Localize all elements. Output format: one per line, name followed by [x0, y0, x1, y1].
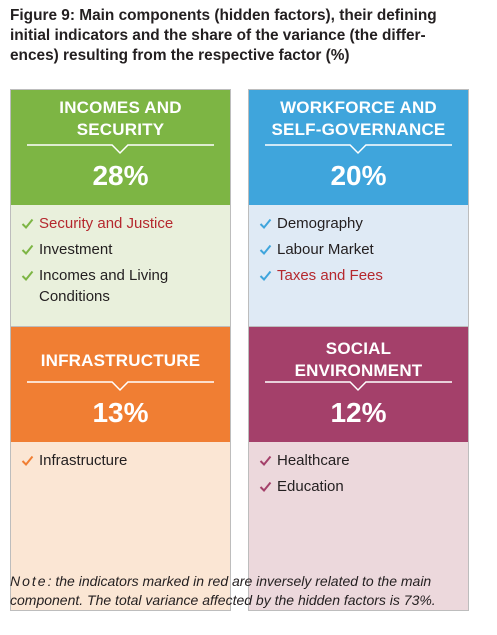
- indicator-label: Education: [277, 478, 344, 495]
- indicator-item: Demography: [259, 213, 458, 234]
- indicator-list: Healthcare Education: [259, 450, 458, 497]
- component-name-line: SOCIAL: [325, 339, 392, 358]
- component-header: INCOMES AND SECURITY 28%: [11, 90, 230, 205]
- component-name: INCOMES AND SECURITY: [11, 97, 230, 141]
- check-icon: [21, 214, 35, 229]
- component-name-line: WORKFORCE AND: [280, 98, 437, 117]
- indicator-list: Infrastructure: [21, 450, 220, 471]
- check-icon: [259, 240, 273, 255]
- figure-title-line: initial indicators and the share of the …: [10, 27, 426, 44]
- component-name-line: ENVIRONMENT: [294, 361, 423, 380]
- component-name: WORKFORCE AND SELF-GOVERNANCE: [249, 97, 468, 141]
- indicator-panel: Healthcare Education: [249, 442, 468, 610]
- indicator-label: Infrastructure: [39, 452, 128, 469]
- indicator-label: Demography: [277, 215, 363, 232]
- figure-title-line: Figure 9: Main components (hidden factor…: [10, 7, 437, 24]
- indicator-item: Healthcare: [259, 450, 458, 471]
- indicator-label: Incomes and Living Conditions: [39, 267, 169, 305]
- indicator-panel: Infrastructure: [11, 442, 230, 610]
- component-card-infrastructure: INFRASTRUCTURE 13% Infrastructure: [10, 326, 231, 611]
- component-name-line: SELF-GOVERNANCE: [271, 120, 446, 139]
- component-name-line: INFRASTRUCTURE: [40, 351, 201, 370]
- check-icon: [259, 451, 273, 466]
- variance-share: 28%: [92, 160, 149, 191]
- component-header: WORKFORCE AND SELF-GOVERNANCE 20%: [249, 90, 468, 205]
- indicator-label: Taxes and Fees: [277, 267, 383, 284]
- component-header: INFRASTRUCTURE 13%: [11, 327, 230, 442]
- indicator-label: Healthcare: [277, 452, 350, 469]
- component-name-line: INCOMES AND: [59, 98, 182, 117]
- indicator-label: Security and Justice: [39, 215, 174, 232]
- indicator-label: Labour Market: [277, 241, 374, 258]
- component-name: INFRASTRUCTURE: [11, 350, 230, 372]
- check-icon: [259, 266, 273, 281]
- indicator-item: Education: [259, 476, 458, 497]
- figure-title: Figure 9: Main components (hidden factor…: [10, 6, 486, 66]
- indicator-item: Infrastructure: [21, 450, 220, 471]
- divider-notch: [265, 380, 452, 392]
- note-text: : the indicators marked in red are inver…: [10, 573, 436, 608]
- indicator-item: Investment: [21, 239, 220, 260]
- figure-note: Note: the indicators marked in red are i…: [10, 572, 490, 610]
- divider-notch: [265, 143, 452, 155]
- indicator-item: Incomes and Living Conditions: [21, 265, 199, 307]
- indicator-item-inverse: Taxes and Fees: [259, 265, 458, 286]
- note-label: Note: [10, 573, 48, 589]
- divider-notch: [27, 380, 214, 392]
- component-header: SOCIAL ENVIRONMENT 12%: [249, 327, 468, 442]
- component-name: SOCIAL ENVIRONMENT: [249, 338, 468, 382]
- variance-share: 12%: [330, 397, 387, 428]
- divider-notch: [27, 143, 214, 155]
- indicator-item-inverse: Security and Justice: [21, 213, 220, 234]
- indicator-list: Security and Justice Investment Incomes …: [21, 213, 220, 307]
- indicator-list: Demography Labour Market Taxes and Fees: [259, 213, 458, 286]
- indicator-label: Investment: [39, 241, 113, 258]
- check-icon: [259, 477, 273, 492]
- component-name-line: SECURITY: [76, 120, 165, 139]
- check-icon: [21, 451, 35, 466]
- figure-title-line: ences) resulting from the respective fac…: [10, 47, 350, 64]
- indicator-item: Labour Market: [259, 239, 458, 260]
- check-icon: [21, 266, 35, 281]
- check-icon: [21, 240, 35, 255]
- component-card-social-environment: SOCIAL ENVIRONMENT 12% Healthcare Educat…: [248, 326, 469, 611]
- variance-share: 20%: [330, 160, 387, 191]
- variance-share: 13%: [92, 397, 149, 428]
- check-icon: [259, 214, 273, 229]
